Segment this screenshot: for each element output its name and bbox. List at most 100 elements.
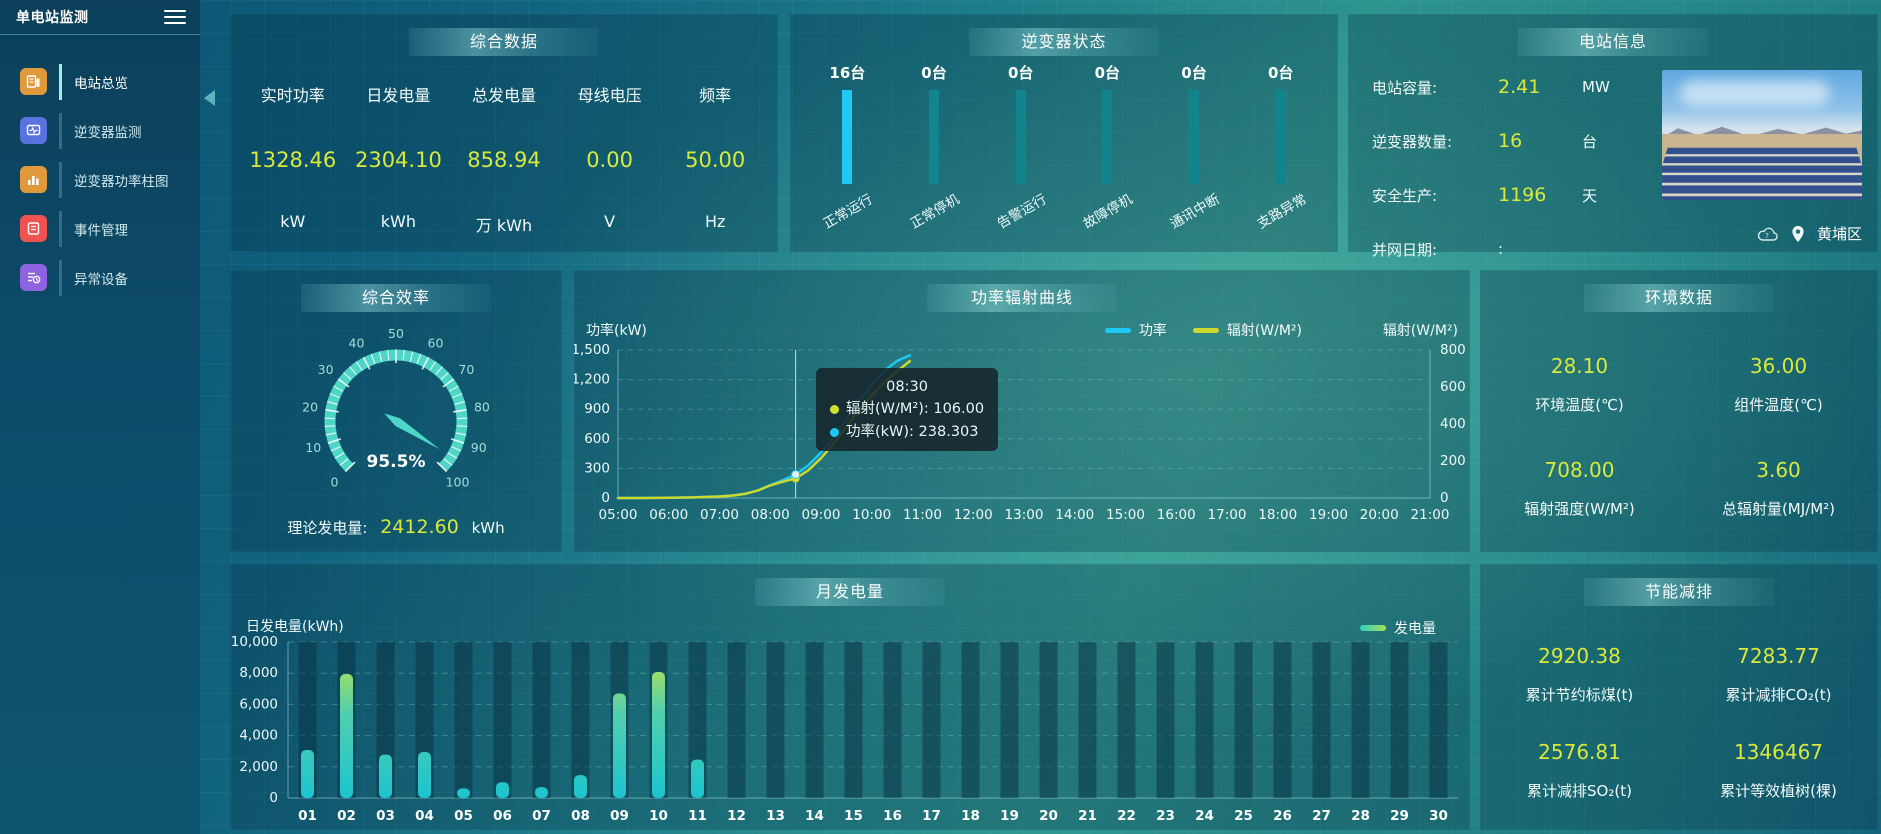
svg-text:10:00: 10:00	[852, 507, 891, 523]
inverter-status-chart[interactable]: 16台 正常运行 0台 正常停机 0台 告警运行 0台 故障停机 0台 通讯中断 0台 支路异常	[804, 62, 1324, 248]
svg-text:13: 13	[766, 808, 785, 824]
stat-realtime-power: 实时功率 1328.46 kW	[249, 86, 337, 231]
svg-text:11: 11	[688, 808, 707, 824]
sidebar-item-inverter-power-bars[interactable]: 逆变器功率柱图	[0, 155, 200, 204]
svg-text:14:00: 14:00	[1055, 507, 1094, 523]
location-pin-icon[interactable]	[1791, 225, 1805, 243]
sidebar-collapse-arrow[interactable]	[204, 90, 215, 106]
svg-text:12:00: 12:00	[954, 507, 993, 523]
svg-text:8,000: 8,000	[239, 665, 278, 681]
env-ambient-temp: 28.10 环境温度(℃)	[1535, 353, 1624, 414]
sidebar-menu: 电站总览 逆变器监测 逆变器功率柱图 事	[0, 57, 200, 302]
svg-text:15:00: 15:00	[1106, 507, 1145, 523]
sidebar-item-label: 电站总览	[74, 75, 128, 92]
inverter-status-label: 通讯中断	[1167, 191, 1223, 233]
svg-text:400: 400	[1440, 416, 1466, 432]
svg-text:04: 04	[415, 808, 434, 824]
sidebar-item-event-management[interactable]: 事件管理	[0, 204, 200, 253]
svg-text:1,200: 1,200	[574, 372, 610, 388]
stat-frequency: 频率 50.00 Hz	[685, 86, 746, 231]
inverter-status-column: 0台告警运行	[977, 62, 1064, 248]
inverter-status-label: 告警运行	[994, 191, 1050, 233]
grid-connection-date-row: 并网日期: :	[1372, 240, 1504, 259]
inverter-status-bar	[842, 90, 853, 184]
panel-efficiency: 综合效率 0 10 20 30 40 50 60 70 80 90 100 95.5% 理论发电量: …	[230, 270, 562, 552]
inverter-power-bars-icon	[20, 166, 47, 193]
inverter-count: 0台	[1007, 64, 1034, 82]
inverter-monitor-icon	[20, 117, 47, 144]
sidebar-item-inverter-monitor[interactable]: 逆变器监测	[0, 106, 200, 155]
station-capacity-row: 电站容量: 2.41 MW	[1372, 76, 1610, 98]
inverter-status-column: 0台 故障停机	[1064, 62, 1151, 248]
chart-tooltip: 08:30 辐射(W/M²): 106.00 功率(kW): 238.303	[816, 368, 999, 452]
monthly-legend[interactable]: 发电量	[1360, 618, 1436, 638]
efficiency-gauge-chart[interactable]: 0 10 20 30 40 50 60 70 80 90 100 95.5%	[291, 316, 501, 494]
saving-coal: 2920.38 累计节约标煤(t)	[1525, 643, 1634, 704]
legend-item-power[interactable]: 功率	[1104, 320, 1167, 340]
svg-text:07: 07	[532, 808, 551, 824]
svg-text:09: 09	[610, 808, 629, 824]
panel-inverter-status: 逆变器状态 16台 正常运行 0台 正常停机 0台 告警运行 0台 故障停机 0台 通讯中断 0台支…	[790, 14, 1338, 252]
svg-text:600: 600	[1440, 379, 1466, 395]
svg-text:10: 10	[649, 808, 668, 824]
svg-text:20: 20	[302, 399, 318, 414]
sidebar: 单电站监测 电站总览 逆变器监测	[0, 0, 200, 834]
panel-environment-data: 环境数据 28.10 环境温度(℃) 36.00 组件温度(℃) 708.00 …	[1480, 270, 1878, 552]
svg-text:05:00: 05:00	[599, 507, 638, 523]
inverter-count: 0台	[1267, 64, 1294, 82]
inverter-status-column: 0台 通讯中断	[1151, 62, 1238, 248]
inverter-status-label: 正常运行	[820, 191, 876, 233]
weather-cloud-icon[interactable]: ?	[1757, 226, 1779, 242]
panel-title: 电站信息	[1518, 28, 1708, 56]
inverter-status-label: 支路异常	[1254, 191, 1310, 233]
monthly-generation-chart[interactable]: 0 2,000 4,000 6,000 8,000 10,000 01 02 03 04 05 06 0…	[230, 564, 1470, 830]
panel-energy-saving: 节能减排 2920.38 累计节约标煤(t) 7283.77 累计减排CO₂(t…	[1480, 564, 1878, 830]
station-location[interactable]: 黄埔区	[1816, 225, 1862, 243]
power-legend-swatch	[1104, 327, 1131, 333]
svg-text:12: 12	[727, 808, 746, 824]
svg-text:6,000: 6,000	[239, 696, 278, 712]
panel-title: 节能减排	[1584, 578, 1774, 606]
svg-text:19:00: 19:00	[1309, 507, 1348, 523]
svg-text:16:00: 16:00	[1157, 507, 1196, 523]
sidebar-item-label: 逆变器监测	[74, 124, 142, 141]
power-radiation-chart[interactable]: 0 300 600 900 1,200 1,500 0 200 400 600 800 05:00 06…	[574, 270, 1470, 552]
svg-text:70: 70	[458, 362, 474, 377]
abnormal-device-icon	[20, 264, 47, 291]
inverter-status-bar	[1015, 90, 1026, 184]
svg-text:14: 14	[805, 808, 824, 824]
inverter-status-column: 0台支路异常	[1237, 62, 1324, 248]
svg-text:03: 03	[376, 808, 395, 824]
svg-text:02: 02	[337, 808, 356, 824]
svg-text:19: 19	[1000, 808, 1019, 824]
svg-text:?: ?	[1765, 232, 1769, 240]
solar-panels-graphic	[1662, 147, 1862, 200]
svg-text:20: 20	[1039, 808, 1058, 824]
svg-text:10,000: 10,000	[231, 634, 278, 650]
svg-text:08:00: 08:00	[751, 507, 790, 523]
svg-text:20:00: 20:00	[1360, 507, 1399, 523]
hamburger-menu-icon[interactable]	[164, 10, 186, 24]
svg-text:600: 600	[584, 431, 610, 447]
menu-divider	[59, 210, 62, 247]
svg-text:90: 90	[471, 440, 487, 455]
svg-text:800: 800	[1440, 342, 1466, 358]
panel-title: 综合效率	[301, 284, 491, 312]
svg-text:06: 06	[493, 808, 512, 824]
svg-text:13:00: 13:00	[1005, 507, 1044, 523]
svg-text:11:00: 11:00	[903, 507, 942, 523]
stat-daily-generation: 日发电量 2304.10 kWh	[354, 86, 442, 231]
legend-item-radiation[interactable]: 辐射(W/M²)	[1192, 320, 1302, 340]
svg-text:30: 30	[318, 362, 334, 377]
sidebar-item-station-overview[interactable]: 电站总览	[0, 57, 200, 106]
sidebar-item-abnormal-device[interactable]: 异常设备	[0, 253, 200, 302]
env-module-temp: 36.00 组件温度(℃)	[1734, 353, 1823, 414]
theory-generation-value: 2412.60	[380, 516, 459, 538]
svg-text:80: 80	[474, 399, 490, 414]
inverter-count: 0台	[1094, 64, 1121, 82]
power-dot-icon	[830, 427, 839, 437]
svg-text:25: 25	[1234, 808, 1253, 824]
panel-title: 逆变器状态	[969, 28, 1159, 56]
stat-bus-voltage: 母线电压 0.00 V	[577, 86, 642, 231]
